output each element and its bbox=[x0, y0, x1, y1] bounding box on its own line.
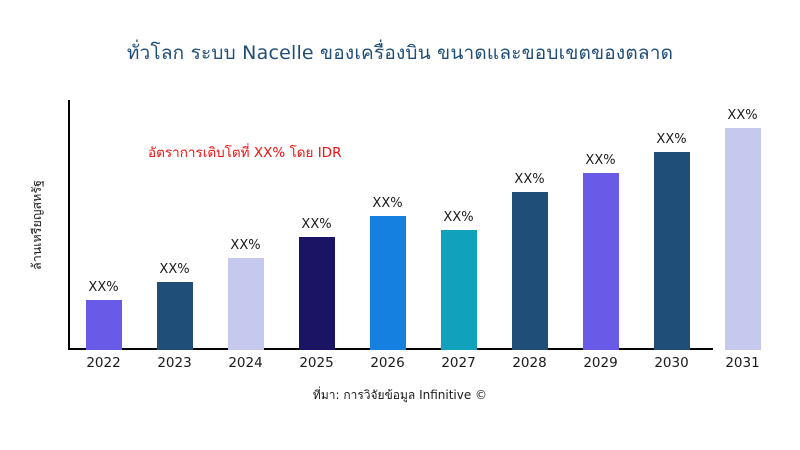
x-axis-tick-labels: 2022 2023 2024 2025 2026 2027 2028 2029 2030 2031 bbox=[68, 355, 780, 377]
bar-series: XX% XX% XX% XX% XX% XX% XX% XX% XX% XX% bbox=[68, 100, 780, 350]
bar-value-label: XX% bbox=[301, 217, 332, 232]
bar-group: XX% bbox=[707, 100, 778, 350]
source-caption: ที่มา: การวิจัยข้อมูล Infinitive © bbox=[312, 388, 488, 402]
x-axis-tick-label: 2028 bbox=[512, 355, 547, 371]
bar-group: XX% bbox=[352, 100, 423, 350]
bar-value-label: XX% bbox=[230, 238, 261, 253]
bar-group: XX% bbox=[423, 100, 494, 350]
bar-value-label: XX% bbox=[372, 196, 403, 211]
bar[interactable] bbox=[582, 173, 619, 350]
bar-group: XX% bbox=[210, 100, 281, 350]
bar-value-label: XX% bbox=[585, 153, 616, 168]
x-axis-tick-label: 2023 bbox=[157, 355, 192, 371]
bar-group: XX% bbox=[139, 100, 210, 350]
bar[interactable] bbox=[440, 230, 477, 350]
bar-value-label: XX% bbox=[443, 210, 474, 225]
bar-value-label: XX% bbox=[159, 262, 190, 277]
bar[interactable] bbox=[724, 128, 761, 350]
plot-area: XX% XX% XX% XX% XX% XX% XX% XX% XX% XX% bbox=[68, 100, 780, 350]
bar-group: XX% bbox=[636, 100, 707, 350]
x-axis-tick-label: 2026 bbox=[370, 355, 405, 371]
bar-value-label: XX% bbox=[727, 108, 758, 123]
bar[interactable] bbox=[369, 216, 406, 350]
bar-group: XX% bbox=[565, 100, 636, 350]
bar-group: XX% bbox=[68, 100, 139, 350]
x-axis-tick-label: 2029 bbox=[583, 355, 618, 371]
bar[interactable] bbox=[156, 282, 193, 350]
chart-title: ทั่วโลก ระบบ Nacelle ของเครื่องบิน ขนาดแ… bbox=[126, 42, 674, 64]
bar[interactable] bbox=[511, 192, 548, 350]
x-axis-tick-label: 2022 bbox=[86, 355, 121, 371]
bar[interactable] bbox=[85, 300, 122, 350]
y-axis-label-container: ล้านเหรียญสหรัฐ bbox=[26, 100, 48, 350]
x-axis-tick-label: 2030 bbox=[654, 355, 689, 371]
y-axis-label: ล้านเหรียญสหรัฐ bbox=[29, 180, 44, 270]
x-axis-tick-label: 2025 bbox=[299, 355, 334, 371]
bar[interactable] bbox=[227, 258, 264, 350]
x-axis-tick-label: 2027 bbox=[441, 355, 476, 371]
x-axis-tick-label: 2031 bbox=[725, 355, 760, 371]
bar-value-label: XX% bbox=[656, 132, 687, 147]
y-axis-line bbox=[68, 100, 70, 350]
growth-rate-annotation: อัตราการเติบโตที่ XX% โดย IDR bbox=[148, 145, 342, 161]
bar-group: XX% bbox=[494, 100, 565, 350]
bar-value-label: XX% bbox=[88, 280, 119, 295]
bar[interactable] bbox=[298, 237, 335, 350]
bar-value-label: XX% bbox=[514, 172, 545, 187]
x-axis-tick-label: 2024 bbox=[228, 355, 263, 371]
bar-group: XX% bbox=[281, 100, 352, 350]
bar[interactable] bbox=[653, 152, 690, 350]
